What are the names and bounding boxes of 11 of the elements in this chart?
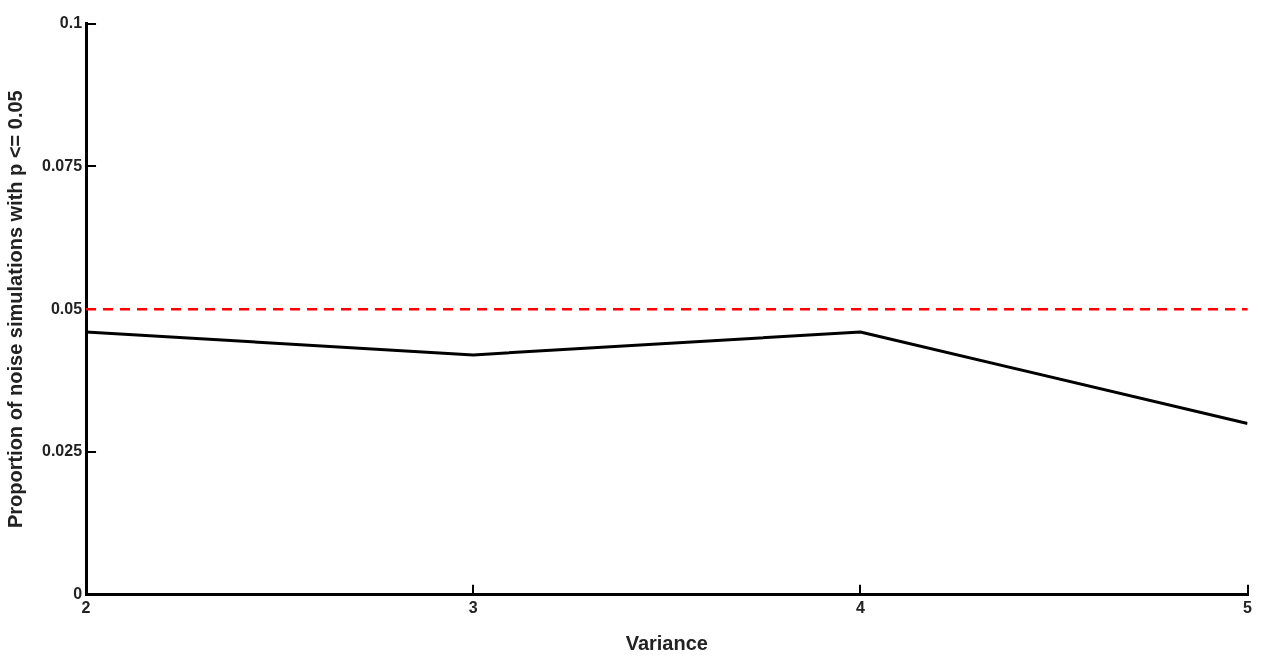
y-tick-label: 0 bbox=[73, 585, 83, 603]
x-tick-label: 2 bbox=[81, 598, 91, 616]
x-tick-label: 3 bbox=[468, 598, 478, 616]
x-tick-label: 5 bbox=[1243, 598, 1253, 616]
x-tick-label: 4 bbox=[855, 598, 865, 616]
y-tick-label: 0.1 bbox=[59, 14, 83, 32]
y-tick-label: 0.025 bbox=[41, 442, 83, 460]
y-axis-title: Proportion of noise simulations with p <= 0.05 bbox=[3, 90, 26, 529]
y-tick-label: 0.05 bbox=[50, 299, 83, 317]
x-axis-title: Variance bbox=[625, 631, 708, 654]
y-tick-label: 0.075 bbox=[41, 156, 83, 174]
